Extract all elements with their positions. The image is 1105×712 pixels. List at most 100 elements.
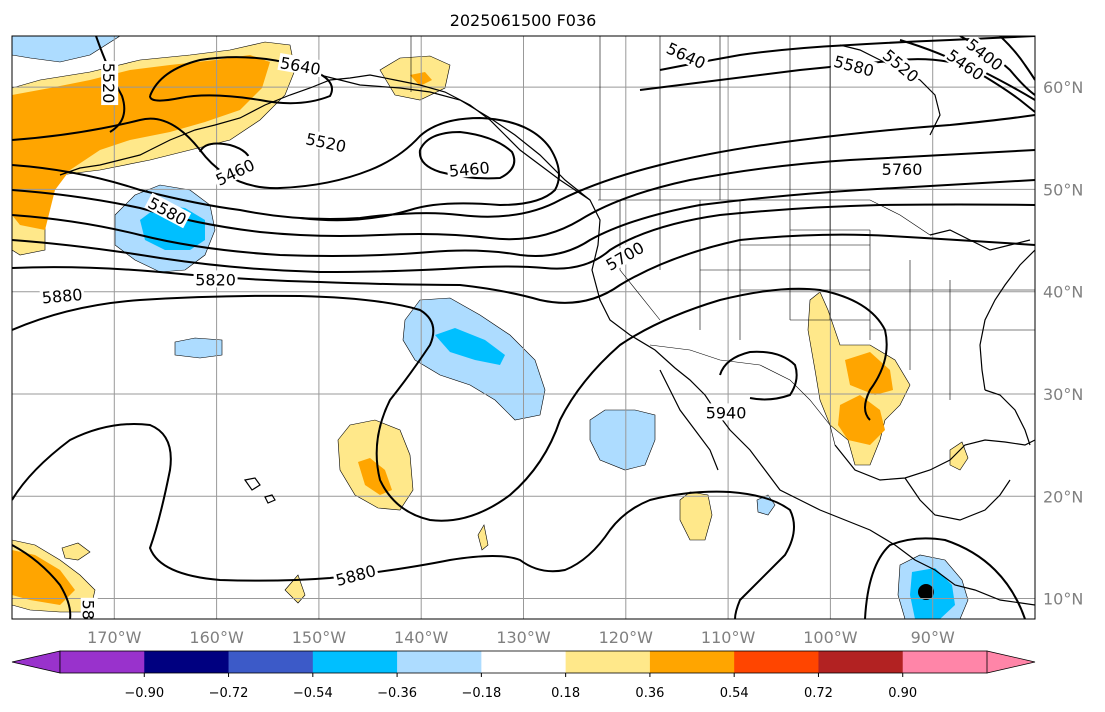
height-contour bbox=[719, 350, 798, 401]
positive-anomaly-core bbox=[845, 352, 893, 395]
colorbar-tick-label: 0.54 bbox=[720, 686, 749, 701]
colorbar-segment bbox=[734, 651, 819, 673]
contour-label-text: 5460 bbox=[448, 158, 490, 180]
longitude-tick-label: 130°W bbox=[496, 628, 551, 647]
contour-label: 5760 bbox=[880, 159, 925, 179]
contour-label-text: 5820 bbox=[195, 270, 236, 289]
height-contour bbox=[95, 36, 126, 133]
contour-label-background bbox=[942, 44, 989, 84]
hawaii-island bbox=[243, 477, 261, 491]
colorbar-tick-label: 0.36 bbox=[635, 686, 664, 701]
negative-anomaly-region bbox=[589, 409, 656, 471]
latitude-tick-label: 60°N bbox=[1043, 78, 1083, 97]
tropical-low-marker bbox=[918, 584, 934, 600]
height-contour bbox=[418, 130, 516, 180]
contour-label-background bbox=[277, 52, 324, 78]
longitude-tick-label: 110°W bbox=[701, 628, 756, 647]
contour-label-background bbox=[101, 61, 119, 106]
negative-anomaly-region bbox=[174, 337, 223, 359]
height-contour bbox=[12, 203, 1035, 274]
political-borders bbox=[410, 36, 1035, 446]
figure-title: 2025061500 F036 bbox=[450, 11, 597, 30]
colorbar-tick-label: −0.90 bbox=[124, 686, 164, 701]
colorbar-extend-low bbox=[11, 650, 61, 674]
contour-label-background bbox=[878, 44, 924, 86]
contour-label: 5460 bbox=[446, 158, 492, 181]
aleutian-islands bbox=[59, 149, 151, 176]
latitude-tick-label: 40°N bbox=[1043, 283, 1083, 302]
height-contour bbox=[999, 36, 1035, 81]
height-contour bbox=[12, 423, 795, 619]
positive-anomaly-region bbox=[949, 441, 969, 471]
east-coast-coastline bbox=[979, 249, 1035, 391]
latitude-tick-label: 10°N bbox=[1043, 590, 1083, 609]
colorbar-tick-label: 0.72 bbox=[804, 686, 833, 701]
baja-peninsula-coastline bbox=[659, 369, 719, 471]
contour-label-background bbox=[39, 284, 85, 306]
colorbar-tick-label: −0.72 bbox=[209, 686, 249, 701]
positive-anomaly-region bbox=[61, 542, 91, 561]
contour-label: 5520 bbox=[99, 61, 119, 106]
hawaiian-islands bbox=[243, 477, 276, 504]
contour-label-background bbox=[662, 37, 710, 72]
colorbar-segment bbox=[144, 651, 230, 673]
contour-label-background bbox=[302, 128, 350, 155]
height-contour bbox=[149, 56, 333, 105]
contour-label: 5880 bbox=[39, 284, 85, 308]
maui-island bbox=[264, 494, 276, 504]
contour-label-background bbox=[446, 158, 492, 179]
longitude-tick-labels: 170°W 160°W 150°W 140°W 130°W 120°W 110°W 100°W… bbox=[87, 628, 955, 647]
florida-coastline bbox=[984, 389, 1031, 446]
positive-anomaly-region bbox=[477, 524, 489, 551]
height-contour bbox=[899, 39, 1035, 113]
longitude-tick-label: 170°W bbox=[87, 628, 142, 647]
longitude-tick-label: 140°W bbox=[394, 628, 449, 647]
colorbar-segment bbox=[228, 651, 314, 673]
colorbar-segment bbox=[902, 651, 988, 673]
latitude-tick-label: 50°N bbox=[1043, 180, 1083, 199]
us-mexico-border bbox=[649, 344, 836, 446]
latitude-tick-label: 20°N bbox=[1043, 487, 1083, 506]
yucatan-coastline bbox=[904, 477, 1011, 521]
longitude-tick-label: 100°W bbox=[803, 628, 858, 647]
contour-label-background bbox=[80, 597, 98, 619]
contour-label-text: 58 bbox=[79, 600, 98, 620]
colorbar-frame bbox=[59, 650, 988, 674]
height-contour bbox=[12, 114, 1035, 220]
alaska-coastline bbox=[149, 74, 591, 201]
map-frame bbox=[11, 35, 1036, 620]
contour-label-text: 5520 bbox=[99, 63, 118, 104]
contour-label-background bbox=[880, 159, 925, 177]
contour-label-background bbox=[962, 36, 1008, 75]
height-contour bbox=[12, 233, 1035, 304]
colorbar-segment bbox=[818, 651, 904, 673]
colorbar-segment bbox=[481, 651, 567, 673]
contour-label-background bbox=[704, 403, 749, 421]
contour-label-text: 5760 bbox=[882, 160, 923, 179]
graticule bbox=[12, 36, 1035, 619]
contour-label-background bbox=[193, 270, 238, 288]
latitude-tick-label: 30°N bbox=[1043, 385, 1083, 404]
negative-anomaly-region bbox=[12, 36, 121, 63]
latitude-tick-labels: 60°N 50°N 40°N 30°N 20°N 10°N bbox=[1043, 78, 1083, 608]
colorbar-segment bbox=[60, 651, 145, 673]
contour-label: 5820 bbox=[193, 270, 238, 289]
canada-province-borders bbox=[599, 36, 831, 200]
height-contour bbox=[864, 537, 1026, 619]
colorbar-tick-label: −0.36 bbox=[377, 686, 417, 701]
us-state-borders bbox=[619, 200, 1035, 400]
contour-label-background bbox=[144, 192, 192, 229]
contour-label-background bbox=[332, 560, 380, 589]
longitude-tick-label: 150°W bbox=[292, 628, 347, 647]
colorbar-tick-label: 0.90 bbox=[888, 686, 917, 701]
contour-label-text: 5880 bbox=[41, 285, 83, 307]
contour-label: 58 bbox=[79, 597, 98, 620]
height-contour bbox=[12, 544, 72, 619]
contour-label: 5940 bbox=[704, 403, 749, 422]
gulf-coast-coastline bbox=[834, 439, 1035, 481]
positive-anomaly-core bbox=[838, 395, 885, 445]
colorbar-extend-high bbox=[986, 650, 1036, 674]
